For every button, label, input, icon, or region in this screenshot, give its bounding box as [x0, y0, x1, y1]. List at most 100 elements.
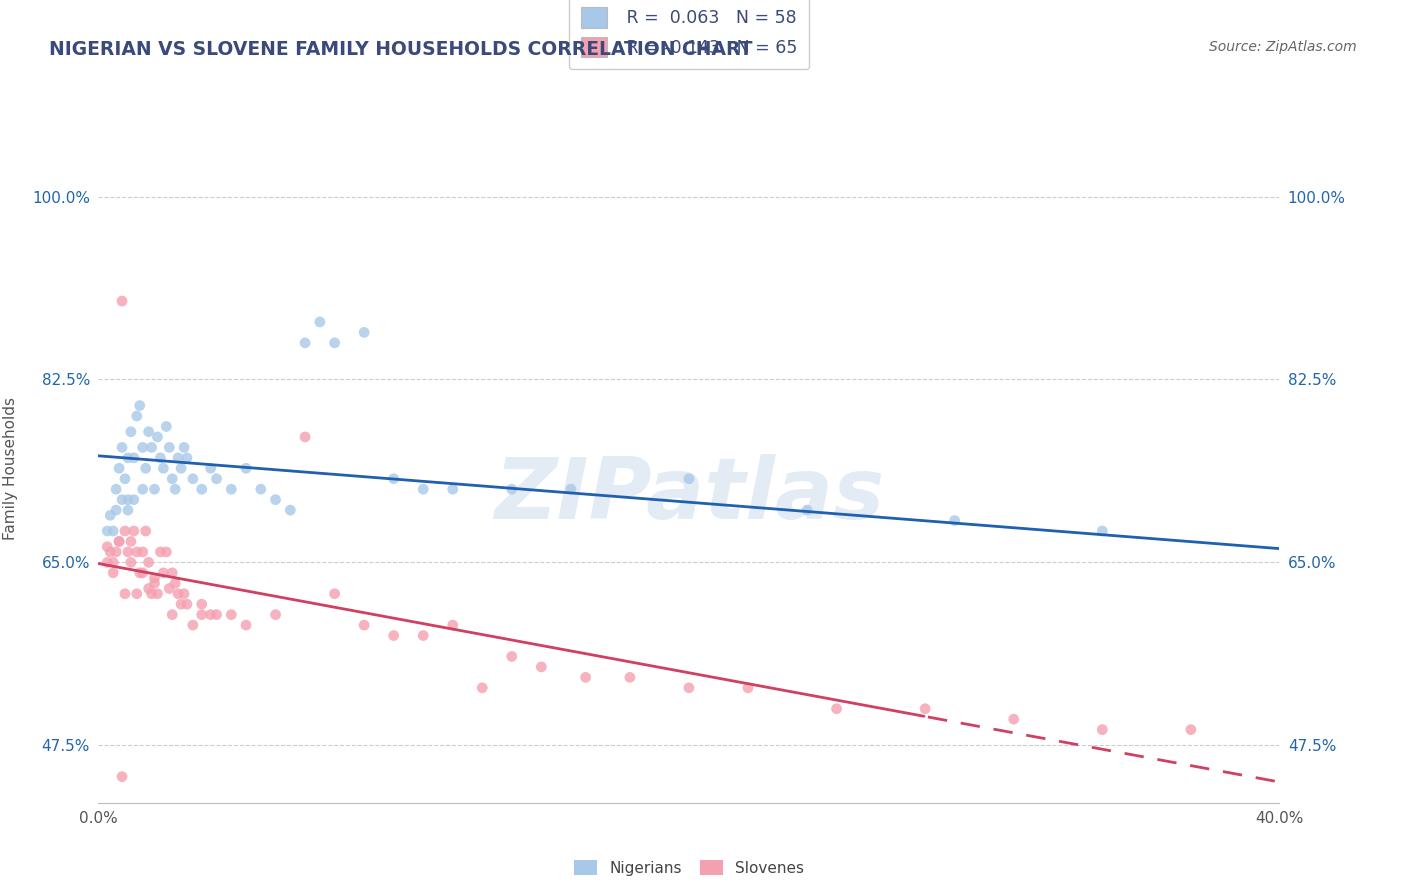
Point: [176, 597, 198, 611]
Point: [170, 461, 193, 475]
Point: [205, 472, 228, 486]
Point: [323, 335, 346, 350]
Point: [96, 540, 118, 554]
Point: [108, 461, 131, 475]
Point: [205, 607, 228, 622]
Point: [294, 430, 316, 444]
Point: [235, 461, 257, 475]
Point: [353, 326, 375, 340]
Point: [200, 607, 222, 622]
Point: [157, 582, 180, 596]
Point: [170, 597, 193, 611]
Point: [501, 482, 523, 496]
Point: [143, 576, 166, 591]
Point: [98, 545, 121, 559]
Point: [181, 618, 204, 632]
Point: [914, 702, 936, 716]
Point: [162, 472, 183, 486]
Point: [181, 472, 204, 486]
Point: [146, 430, 169, 444]
Point: [264, 492, 287, 507]
Point: [117, 545, 139, 559]
Point: [108, 534, 131, 549]
Point: [152, 566, 174, 580]
Point: [103, 524, 125, 538]
Point: [117, 503, 139, 517]
Point: [111, 294, 134, 309]
Point: [132, 566, 155, 580]
Point: [191, 482, 214, 496]
Point: [157, 441, 180, 455]
Point: [122, 524, 145, 538]
Point: [162, 566, 183, 580]
Point: [678, 681, 700, 695]
Point: [122, 492, 145, 507]
Point: [105, 482, 128, 496]
Point: [294, 335, 316, 350]
Point: [619, 670, 641, 684]
Point: [103, 566, 125, 580]
Point: [111, 492, 134, 507]
Point: [737, 681, 759, 695]
Point: [412, 629, 434, 643]
Point: [141, 441, 163, 455]
Point: [117, 450, 139, 465]
Point: [191, 597, 214, 611]
Point: [353, 618, 375, 632]
Legend: Nigerians, Slovenes: Nigerians, Slovenes: [568, 855, 810, 882]
Point: [96, 524, 118, 538]
Point: [441, 482, 464, 496]
Point: [219, 482, 242, 496]
Text: ZIPatlas: ZIPatlas: [494, 453, 884, 537]
Point: [1091, 524, 1114, 538]
Point: [138, 555, 160, 569]
Point: [103, 555, 125, 569]
Point: [943, 514, 966, 528]
Point: [120, 534, 142, 549]
Point: [176, 450, 198, 465]
Y-axis label: Family Households: Family Households: [3, 397, 18, 540]
Point: [146, 587, 169, 601]
Point: [125, 587, 148, 601]
Point: [96, 555, 118, 569]
Point: [114, 587, 136, 601]
Point: [149, 450, 172, 465]
Point: [441, 618, 464, 632]
Point: [264, 607, 287, 622]
Point: [796, 503, 818, 517]
Point: [678, 472, 700, 486]
Point: [143, 482, 166, 496]
Point: [108, 534, 131, 549]
Point: [125, 545, 148, 559]
Point: [235, 618, 257, 632]
Point: [412, 482, 434, 496]
Point: [125, 409, 148, 423]
Point: [382, 629, 405, 643]
Point: [135, 461, 157, 475]
Point: [173, 587, 195, 601]
Point: [165, 576, 187, 591]
Point: [111, 770, 134, 784]
Point: [155, 545, 177, 559]
Point: [120, 555, 142, 569]
Point: [191, 607, 214, 622]
Point: [173, 441, 195, 455]
Point: [138, 582, 160, 596]
Point: [167, 587, 190, 601]
Point: [117, 492, 139, 507]
Point: [111, 441, 134, 455]
Point: [114, 524, 136, 538]
Point: [250, 482, 273, 496]
Point: [114, 472, 136, 486]
Point: [141, 587, 163, 601]
Point: [120, 425, 142, 439]
Point: [574, 670, 596, 684]
Point: [105, 503, 128, 517]
Point: [278, 503, 302, 517]
Point: [219, 607, 242, 622]
Point: [128, 399, 150, 413]
Point: [1091, 723, 1114, 737]
Point: [105, 545, 128, 559]
Point: [471, 681, 494, 695]
Point: [138, 425, 160, 439]
